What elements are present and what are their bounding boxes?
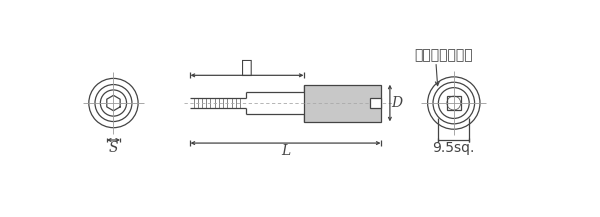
Text: S: S <box>109 141 118 155</box>
Text: L: L <box>281 144 290 158</box>
Polygon shape <box>370 98 380 108</box>
Polygon shape <box>304 85 380 122</box>
Text: パワーフィット: パワーフィット <box>415 48 473 62</box>
Text: ℓ: ℓ <box>241 59 253 77</box>
Text: 9.5sq.: 9.5sq. <box>433 141 475 155</box>
Text: D: D <box>391 96 403 110</box>
